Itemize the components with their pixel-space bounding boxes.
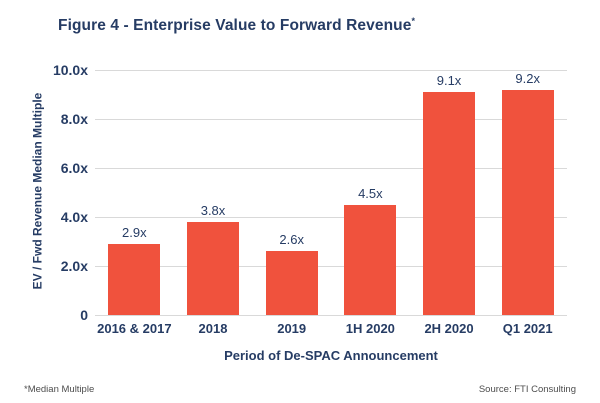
x-tick-label: 2018 [198, 321, 228, 336]
y-tick-label: 2.0x [60, 258, 88, 274]
x-tick-label: 2019 [277, 321, 307, 336]
y-tick-label: 8.0x [60, 111, 88, 127]
chart-title-superscript: * [411, 16, 416, 26]
source-credit: Source: FTI Consulting [478, 384, 576, 395]
bar-value-label: 2.9x [122, 224, 147, 240]
bar-slot: 2.9x [95, 70, 174, 315]
bar-value-label: 2.6x [279, 232, 304, 248]
y-tick-label: 4.0x [60, 209, 88, 225]
bar-value-label: 4.5x [358, 185, 383, 201]
bar-2019 [265, 251, 318, 315]
bar-slot: 3.8x [174, 70, 253, 315]
bar-2h-2020 [423, 92, 476, 315]
bar-2016-2017 [108, 243, 161, 315]
y-tick-label: 10.0x [52, 62, 88, 78]
x-tick-label: 2H 2020 [424, 321, 474, 336]
plot-area: 2.9x 3.8x 2.6x 4.5x 9.1x 9.2x [95, 69, 567, 316]
gridline [95, 167, 567, 169]
bar-value-label: 9.2x [515, 70, 540, 86]
gridline [95, 216, 567, 218]
bar-slot: 9.2x [488, 70, 567, 315]
chart-title: Figure 4 - Enterprise Value to Forward R… [58, 16, 415, 35]
x-axis-title: Period of De-SPAC Announcement [224, 348, 438, 363]
x-tick-label: 2016 & 2017 [97, 321, 172, 336]
gridline [95, 69, 567, 71]
footnote: *Median Multiple [24, 384, 95, 395]
chart-footer: *Median Multiple Source: FTI Consulting [0, 384, 600, 395]
y-axis-labels: 0 2.0x 4.0x 6.0x 8.0x 10.0x [0, 62, 88, 323]
x-tick-label: Q1 2021 [502, 321, 553, 336]
bar-value-label: 3.8x [200, 202, 226, 218]
y-tick-label: 6.0x [60, 160, 88, 176]
gridline [95, 314, 567, 316]
bar-q1-2021 [501, 89, 554, 315]
bar-1h-2020 [344, 204, 397, 315]
chart-title-text: Figure 4 - Enterprise Value to Forward R… [58, 17, 412, 35]
bar-2018 [187, 221, 239, 315]
bar-slot: 9.1x [410, 70, 489, 315]
gridline [95, 118, 567, 120]
bar-slot: 4.5x [331, 70, 410, 315]
x-tick-label: 1H 2020 [345, 321, 395, 336]
bar-value-label: 9.1x [436, 73, 462, 89]
y-tick-label: 0 [80, 307, 88, 323]
bar-slot: 2.6x [252, 70, 331, 315]
x-tick-labels: 2016 & 2017 2018 2019 1H 2020 2H 2020 Q1 2021 [95, 321, 567, 336]
bars-row: 2.9x 3.8x 2.6x 4.5x 9.1x 9.2x [95, 70, 567, 315]
gridline [95, 265, 567, 267]
